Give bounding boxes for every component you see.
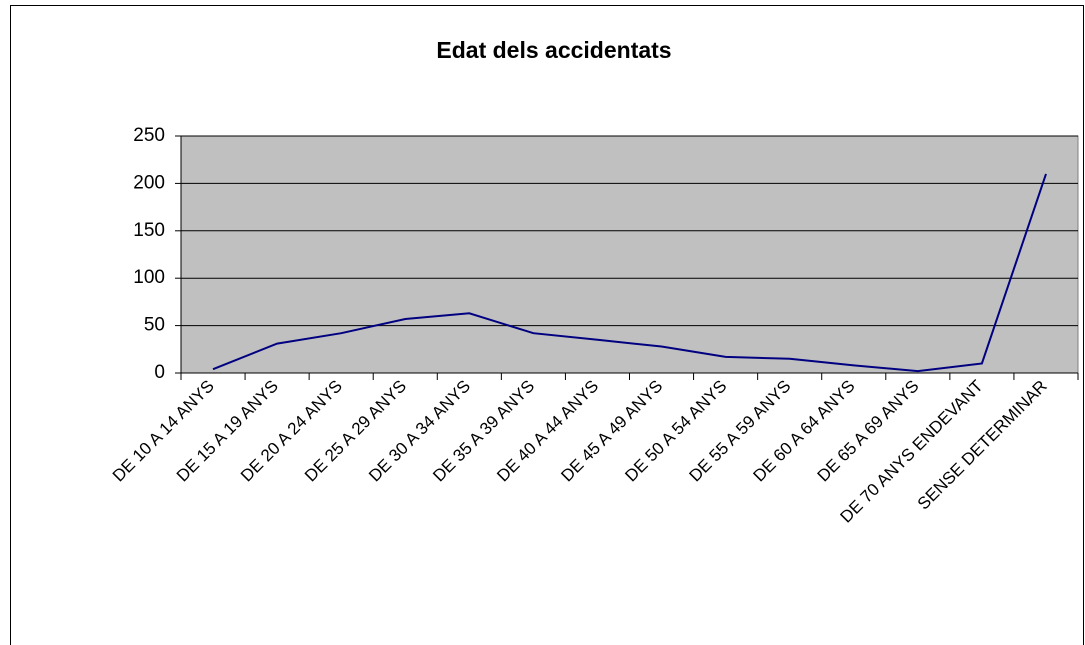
plot-area [180, 135, 1079, 374]
y-tick-label: 100 [133, 267, 165, 288]
chart-title: Edat dels accidentats [436, 37, 671, 63]
y-tick-label: 0 [154, 362, 165, 383]
y-tick-label: 50 [144, 315, 165, 336]
y-tick-label: 250 [133, 125, 165, 146]
data-line [212, 173, 1047, 373]
y-tick-label: 150 [133, 220, 165, 241]
y-tick-label: 200 [133, 172, 165, 193]
